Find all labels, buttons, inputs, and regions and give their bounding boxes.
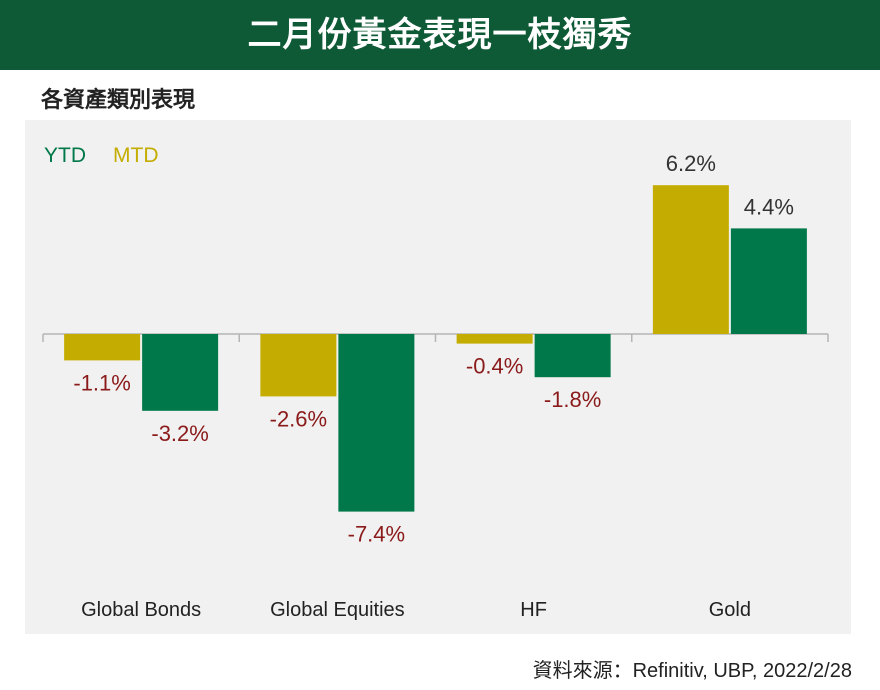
header-banner: 二月份黃金表現一枝獨秀	[0, 0, 880, 70]
bar-ytd	[534, 334, 611, 378]
bar-ytd	[142, 334, 219, 411]
data-label-mtd: -1.1%	[73, 370, 130, 395]
data-label-mtd: 6.2%	[666, 151, 716, 176]
bar-mtd	[456, 334, 533, 344]
x-tick-label: Global Bonds	[81, 599, 201, 621]
data-label-ytd: 4.4%	[744, 194, 794, 219]
data-label-ytd: -7.4%	[348, 522, 405, 547]
bar-mtd	[652, 185, 729, 334]
bar-ytd	[730, 228, 807, 334]
x-tick-label: Gold	[709, 599, 751, 621]
legend-ytd: YTD	[44, 144, 86, 167]
legend-mtd: MTD	[113, 144, 159, 167]
x-tick-label: Global Equities	[270, 599, 405, 621]
data-label-ytd: -3.2%	[151, 421, 208, 446]
data-label-ytd: -1.8%	[544, 387, 601, 412]
bar-mtd	[260, 334, 337, 397]
data-label-mtd: -2.6%	[270, 406, 327, 431]
page-title: 二月份黃金表現一枝獨秀	[247, 15, 633, 55]
chart-subtitle: 各資產類別表現	[41, 88, 196, 113]
bar-mtd	[64, 334, 141, 361]
bar-ytd	[338, 334, 415, 512]
x-tick-label: HF	[520, 599, 547, 621]
data-label-mtd: -0.4%	[466, 354, 523, 379]
source-note: 資料來源：Refinitiv, UBP, 2022/2/28	[532, 660, 852, 682]
